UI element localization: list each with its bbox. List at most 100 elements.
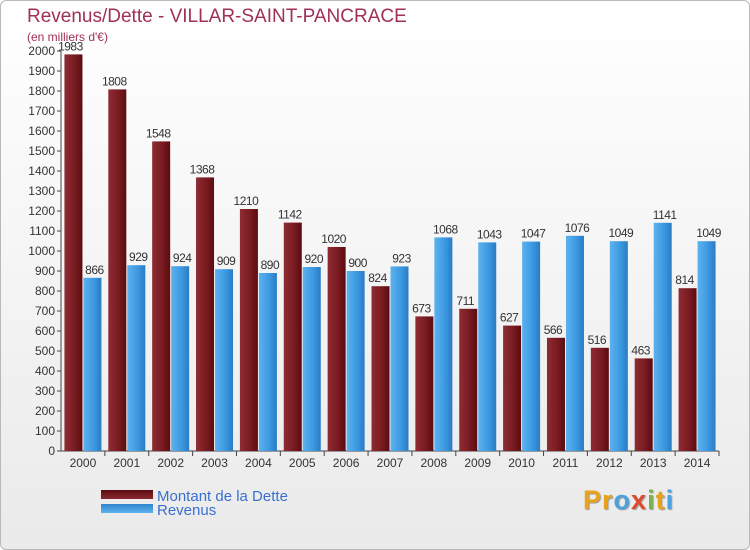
bar-dette bbox=[459, 308, 478, 451]
bar-revenus bbox=[653, 222, 672, 451]
y-tick-label: 700 bbox=[35, 304, 55, 318]
data-label-revenus: 920 bbox=[305, 252, 324, 266]
x-tick-label: 2009 bbox=[464, 456, 491, 470]
bar-revenus bbox=[346, 271, 365, 451]
y-tick-label: 2000 bbox=[28, 44, 55, 58]
y-tick-label: 1600 bbox=[28, 124, 55, 138]
y-tick-label: 0 bbox=[48, 444, 55, 458]
bar-revenus bbox=[258, 273, 277, 451]
x-tick-label: 2004 bbox=[245, 456, 272, 470]
bar-dette bbox=[590, 347, 609, 451]
legend-label-revenus: Revenus bbox=[157, 502, 217, 519]
data-label-dette: 1548 bbox=[146, 126, 172, 140]
logo-letter: x bbox=[631, 485, 648, 515]
data-label-revenus: 1047 bbox=[521, 227, 547, 241]
bar-revenus bbox=[697, 241, 716, 451]
data-label-dette: 1808 bbox=[102, 74, 128, 88]
x-tick-label: 2010 bbox=[508, 456, 535, 470]
bar-dette bbox=[152, 141, 171, 451]
x-tick-label: 2001 bbox=[113, 456, 140, 470]
data-label-dette: 1142 bbox=[278, 208, 303, 222]
logo-letter: o bbox=[613, 485, 632, 515]
data-label-dette: 711 bbox=[456, 294, 474, 308]
bar-dette bbox=[415, 316, 434, 451]
y-tick-label: 1900 bbox=[28, 64, 55, 78]
x-tick-label: 2011 bbox=[553, 456, 579, 470]
bar-dette bbox=[108, 89, 127, 452]
logo-letter: i bbox=[665, 485, 675, 515]
logo-letter: t bbox=[655, 485, 666, 515]
data-label-dette: 516 bbox=[588, 333, 607, 347]
y-tick-label: 900 bbox=[35, 264, 55, 278]
x-tick-label: 2013 bbox=[640, 456, 667, 470]
data-label-dette: 1020 bbox=[321, 232, 347, 246]
data-label-revenus: 924 bbox=[173, 251, 192, 265]
x-tick-label: 2000 bbox=[70, 456, 97, 470]
data-label-revenus: 1141 bbox=[653, 208, 678, 222]
data-label-dette: 1368 bbox=[190, 162, 216, 176]
y-tick-label: 1000 bbox=[28, 244, 55, 258]
bar-revenus bbox=[83, 277, 102, 451]
x-tick-label: 2012 bbox=[596, 456, 623, 470]
bar-revenus bbox=[302, 267, 321, 451]
data-label-revenus: 929 bbox=[129, 250, 148, 264]
bar-dette bbox=[546, 337, 565, 451]
bar-revenus bbox=[390, 266, 409, 451]
y-tick-label: 300 bbox=[35, 384, 55, 398]
y-tick-label: 800 bbox=[35, 284, 55, 298]
x-tick-label: 2006 bbox=[333, 456, 360, 470]
x-tick-label: 2007 bbox=[377, 456, 404, 470]
y-tick-label: 100 bbox=[35, 424, 55, 438]
data-label-dette: 566 bbox=[544, 323, 563, 337]
data-label-dette: 814 bbox=[675, 273, 694, 287]
data-label-revenus: 1043 bbox=[477, 227, 503, 241]
logo-letter: r bbox=[602, 485, 614, 515]
bar-revenus bbox=[171, 266, 190, 451]
y-tick-label: 1200 bbox=[28, 204, 55, 218]
bar-dette bbox=[64, 54, 83, 452]
chart-subtitle: (en milliers d'€) bbox=[27, 30, 108, 44]
bar-dette bbox=[503, 325, 522, 451]
y-tick-label: 600 bbox=[35, 324, 55, 338]
data-label-revenus: 1049 bbox=[696, 226, 722, 240]
y-tick-label: 1100 bbox=[29, 224, 55, 238]
y-tick-label: 400 bbox=[35, 364, 55, 378]
y-tick-label: 200 bbox=[35, 404, 55, 418]
data-label-dette: 1210 bbox=[234, 194, 260, 208]
bar-revenus bbox=[127, 265, 146, 451]
y-tick-label: 1800 bbox=[28, 84, 55, 98]
data-label-revenus: 1068 bbox=[433, 222, 459, 236]
logo-letter: P bbox=[583, 485, 603, 515]
y-tick-label: 1700 bbox=[28, 104, 55, 118]
bar-dette bbox=[196, 177, 215, 451]
data-label-revenus: 866 bbox=[85, 263, 104, 277]
legend-swatch-revenus bbox=[101, 504, 153, 513]
x-tick-label: 2002 bbox=[157, 456, 184, 470]
bar-revenus bbox=[522, 241, 541, 451]
bar-dette bbox=[371, 286, 390, 451]
data-label-revenus: 900 bbox=[348, 256, 367, 270]
data-label-revenus: 923 bbox=[392, 251, 411, 265]
bar-revenus bbox=[215, 269, 234, 451]
data-label-revenus: 1049 bbox=[608, 226, 634, 240]
logo-letter: i bbox=[647, 485, 656, 515]
y-tick-label: 1300 bbox=[28, 184, 55, 198]
data-label-dette: 824 bbox=[368, 271, 387, 285]
chart-title: Revenus/Dette - VILLAR-SAINT-PANCRACE bbox=[27, 6, 407, 27]
data-label-revenus: 909 bbox=[217, 254, 236, 268]
bar-dette bbox=[283, 222, 302, 451]
x-tick-label: 2014 bbox=[684, 456, 711, 470]
bar-dette bbox=[634, 358, 653, 451]
legend-swatch-dette bbox=[101, 490, 153, 499]
data-label-dette: 1983 bbox=[58, 39, 84, 53]
bar-dette bbox=[327, 247, 346, 451]
data-label-revenus: 1076 bbox=[565, 221, 591, 235]
bar-revenus bbox=[478, 242, 497, 451]
data-label-dette: 673 bbox=[412, 301, 431, 315]
legend-label-dette: Montant de la Dette bbox=[157, 488, 288, 505]
bar-revenus bbox=[434, 237, 453, 451]
x-tick-label: 2003 bbox=[201, 456, 228, 470]
data-label-dette: 463 bbox=[631, 343, 650, 357]
